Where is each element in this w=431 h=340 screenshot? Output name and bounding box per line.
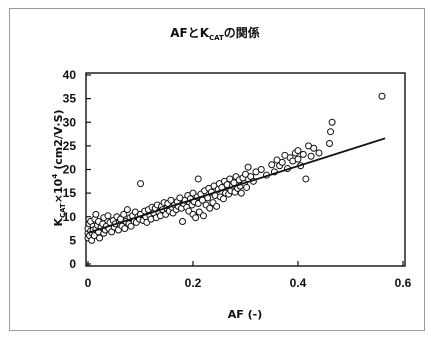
data-point <box>192 214 200 222</box>
y-axis-label-subscript: CAT <box>59 203 67 218</box>
y-axis-label-mid: ×10 <box>52 178 65 203</box>
chart-title-suffix: の関係 <box>224 25 260 40</box>
data-point <box>189 189 197 197</box>
data-point <box>92 210 100 218</box>
data-point <box>315 149 323 157</box>
y-tick-label: 35 <box>63 92 77 106</box>
y-axis-label: KCAT×104 (cm2/V·S) <box>51 109 67 226</box>
data-point <box>268 161 276 169</box>
data-point <box>219 195 227 203</box>
data-point <box>194 175 202 183</box>
x-tick-label: 0.4 <box>290 276 307 290</box>
data-point <box>257 166 265 173</box>
x-tick-label: 0 <box>85 276 92 290</box>
data-point <box>327 128 335 136</box>
y-tick-label: 15 <box>63 186 77 200</box>
data-point <box>307 152 315 160</box>
data-point <box>294 147 302 155</box>
chart-title-prefix: AFと <box>170 26 200 40</box>
y-tick-label: 10 <box>63 210 77 224</box>
data-point <box>226 175 234 183</box>
data-point <box>120 210 128 218</box>
x-tick-label: 0.6 <box>395 276 412 290</box>
y-tick-label: 20 <box>63 163 77 177</box>
data-point <box>195 208 203 216</box>
data-point <box>121 225 129 233</box>
data-point <box>200 212 207 220</box>
y-tick-label: 30 <box>63 115 77 129</box>
trend-line <box>87 137 386 234</box>
data-point <box>378 92 386 100</box>
chart-title: AFとKCATの関係 <box>170 25 260 42</box>
data-point <box>179 217 186 225</box>
data-point <box>310 144 318 152</box>
y-axis-label-unit: (cm2/V·S) <box>52 109 65 169</box>
trend-line-group <box>87 137 386 234</box>
data-point <box>123 206 131 214</box>
data-point <box>243 183 251 191</box>
data-point <box>213 202 221 210</box>
data-point <box>326 140 333 148</box>
axis-ticks: 0 5 10 15 20 25 30 35 40 0 0.2 0.4 0.6 <box>63 68 412 290</box>
data-point <box>328 118 336 126</box>
data-point <box>237 189 245 197</box>
data-point <box>244 163 252 171</box>
y-tick-label: 40 <box>63 68 77 82</box>
data-point <box>302 175 310 183</box>
data-point <box>104 212 112 220</box>
data-point <box>278 158 286 166</box>
data-point <box>127 222 135 230</box>
data-point <box>137 180 144 188</box>
y-tick-label: 5 <box>69 233 76 247</box>
y-tick-label: 0 <box>69 257 76 271</box>
y-axis-label-superscript: 4 <box>51 174 59 179</box>
data-point <box>299 150 307 158</box>
x-axis-label: AF (-) <box>228 308 262 321</box>
chart-title-subscript: CAT <box>209 34 224 42</box>
data-point <box>96 234 104 242</box>
figure-border <box>9 8 425 331</box>
chart-title-k: K <box>200 26 210 40</box>
x-tick-label: 0.2 <box>185 276 202 290</box>
data-point <box>294 155 302 163</box>
data-point <box>206 204 214 212</box>
y-axis-label-k: K <box>52 218 65 227</box>
data-point <box>167 196 175 204</box>
y-tick-label: 25 <box>63 139 77 153</box>
